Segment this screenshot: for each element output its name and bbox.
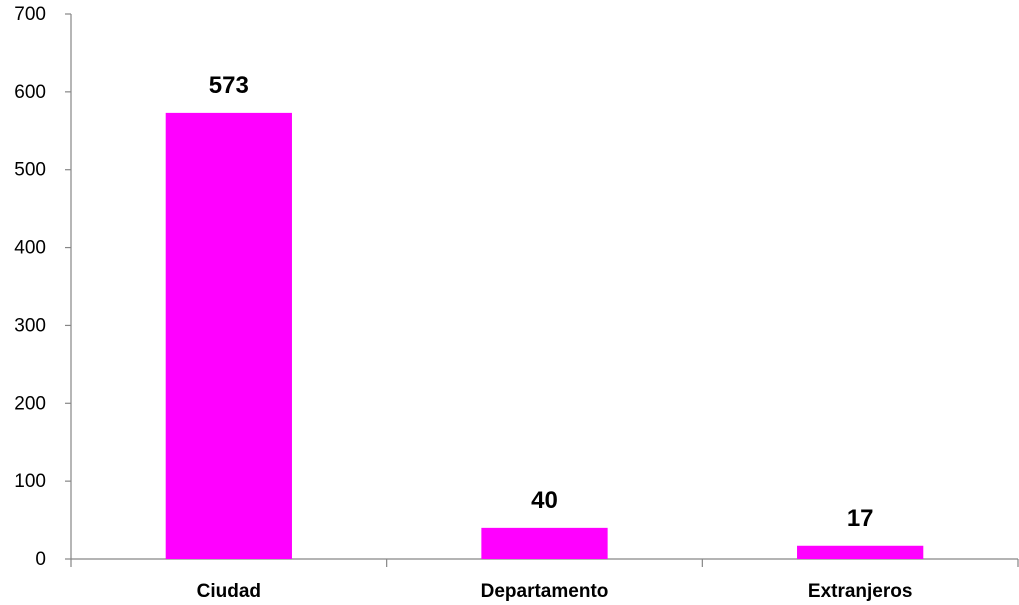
category-label-ciudad: Ciudad	[197, 581, 261, 602]
bars	[165, 112, 924, 559]
y-tick-label: 500	[14, 160, 46, 181]
bar-extranjeros	[797, 545, 924, 559]
bar-ciudad	[165, 112, 292, 559]
y-tick-label: 400	[14, 238, 46, 259]
bar-departamento	[481, 527, 608, 559]
y-tick-label: 100	[14, 471, 46, 492]
y-tick-label: 0	[35, 549, 46, 570]
data-label-extranjeros: 17	[847, 505, 874, 532]
category-label-extranjeros: Extranjeros	[808, 581, 913, 602]
category-label-departamento: Departamento	[481, 581, 609, 602]
y-tick-label: 600	[14, 82, 46, 103]
y-tick-label: 700	[14, 4, 46, 25]
data-label-departamento: 40	[531, 487, 558, 514]
data-label-ciudad: 573	[209, 72, 249, 99]
labels: 0 100 200 300 400 500 600 700 573 Ciudad 40 Departa…	[14, 4, 912, 602]
y-tick-label: 300	[14, 315, 46, 336]
y-tick-label: 200	[14, 393, 46, 414]
